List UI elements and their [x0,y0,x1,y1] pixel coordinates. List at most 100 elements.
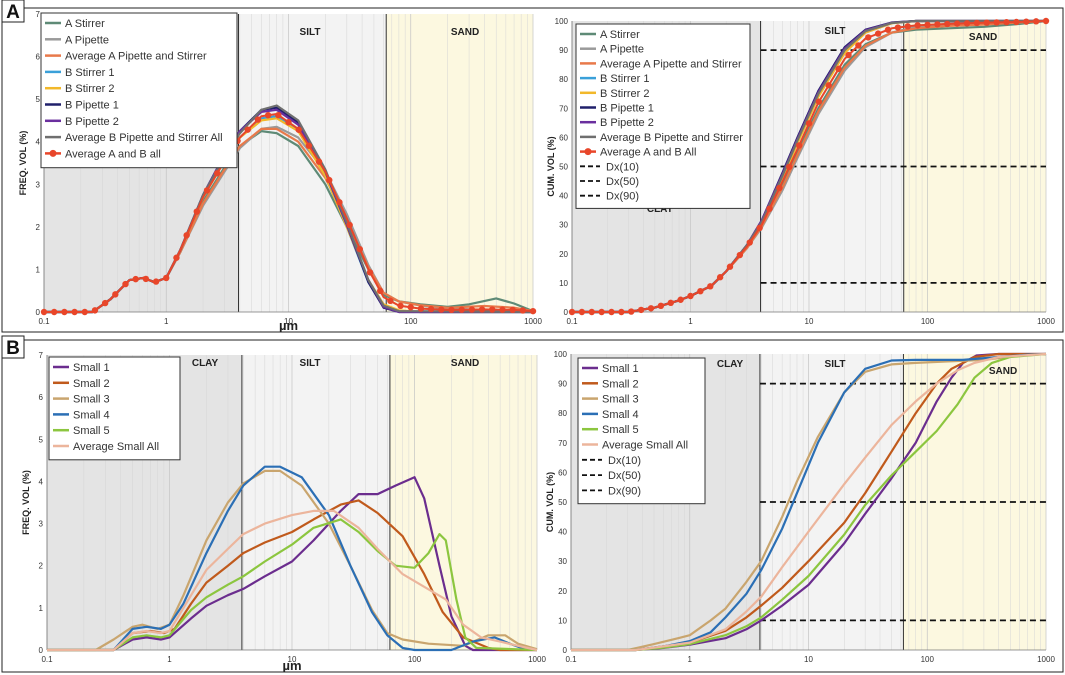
x-tick-label: 10 [804,655,813,664]
series-marker [835,65,842,73]
series-marker [598,308,605,316]
series-marker [478,306,486,313]
zone-label-silt: SILT [300,358,321,369]
y-tick-label: 2 [39,562,44,571]
series-marker [973,19,981,27]
y-tick-label: 4 [39,477,44,486]
zone-sand [389,355,537,650]
series-marker [904,23,911,30]
series-marker [697,287,704,295]
y-tick-label: 2 [36,223,41,232]
zone-label-silt: SILT [825,26,846,37]
series-marker [1032,18,1040,25]
series-marker [376,287,384,295]
x-axis-label: µm [279,318,298,333]
series-marker [776,184,783,192]
series-marker [213,170,221,177]
series-marker [387,297,394,305]
legend-label: B Stirrer 2 [600,88,650,100]
x-tick-label: 10 [284,317,293,326]
series-marker [468,306,476,313]
y-tick-label: 3 [39,520,44,529]
series-marker [458,306,465,313]
series-marker [884,26,892,33]
legend-label: Dx(90) [606,191,639,203]
y-axis-label: CUM. VOL (%) [545,472,555,532]
series-marker [203,187,211,194]
y-tick-label: 7 [36,10,41,19]
series-marker [183,232,190,239]
series-line-small-3 [571,352,1047,652]
series-marker [163,274,170,282]
series-marker [944,20,951,28]
legend-label: Small 2 [602,378,639,390]
x-axis-label: µm [282,658,301,673]
x-tick-label: 1 [167,655,172,664]
y-tick-label: 5 [36,95,41,104]
y-tick-label: 0 [563,646,568,655]
series-marker [315,158,323,165]
series-marker [61,308,68,316]
x-tick-label: 1000 [1037,317,1055,326]
y-tick-label: 30 [559,221,568,230]
series-marker [509,306,516,314]
y-tick-label: 50 [559,163,568,172]
y-tick-label: 80 [559,75,568,84]
y-tick-label: 80 [558,409,567,418]
legend-label: Dx(90) [608,485,641,497]
series-marker [855,42,862,49]
panel-a-badge [1,0,25,23]
x-tick-label: 1000 [528,655,546,664]
zone-label-sand: SAND [451,358,479,369]
series-marker [707,283,714,290]
legend-label: Small 4 [602,409,639,421]
legend-label: B Stirrer 2 [65,83,115,95]
zone-label-clay: CLAY [647,204,674,215]
series-marker [122,280,129,288]
series-marker [132,275,139,283]
series-marker [845,51,852,59]
series-marker [993,19,1000,26]
legend-label: Average Small All [73,441,159,453]
y-tick-label: 10 [559,279,568,288]
series-marker [346,221,353,229]
y-tick-label: 30 [558,557,567,566]
legend-label: B Pipette 1 [65,100,119,112]
series-marker [608,308,615,316]
series-marker [448,306,455,314]
series-marker [295,126,302,133]
panel-a-border [1,7,1064,333]
series-marker [953,20,961,27]
panel-b-frame: B [1,335,1064,673]
series-marker [285,119,292,126]
panel-b-border [1,339,1064,673]
legend-marker [584,148,592,156]
chart-B-cum: CLAY SILT SAND 0 10 20 30 40 50 60 70 80 90 100 0.1 1 10… [545,350,1055,664]
panel-a-frame: A [1,0,1064,333]
series-marker [736,251,744,259]
legend-label: Small 1 [602,363,639,375]
series-marker [264,112,272,119]
series-marker [71,308,78,316]
legend-label: Small 5 [602,424,639,436]
x-tick-label: 100 [404,317,418,326]
x-tick-label: 1 [688,317,693,326]
legend-label: Average A Pipette and Stirrer [600,58,742,70]
y-tick-label: 10 [558,616,567,625]
series-marker [677,296,684,303]
y-tick-label: 60 [558,468,567,477]
series-marker [637,306,645,314]
y-tick-label: 20 [559,250,568,259]
series-marker [934,21,941,28]
y-tick-label: 4 [36,138,41,147]
series-marker [438,306,445,313]
series-marker [815,98,823,105]
x-tick-label: 1000 [524,317,542,326]
series-marker [795,142,803,149]
series-marker [50,308,58,316]
series-marker [578,308,586,316]
series-marker [101,299,109,307]
y-tick-label: 40 [558,528,567,537]
